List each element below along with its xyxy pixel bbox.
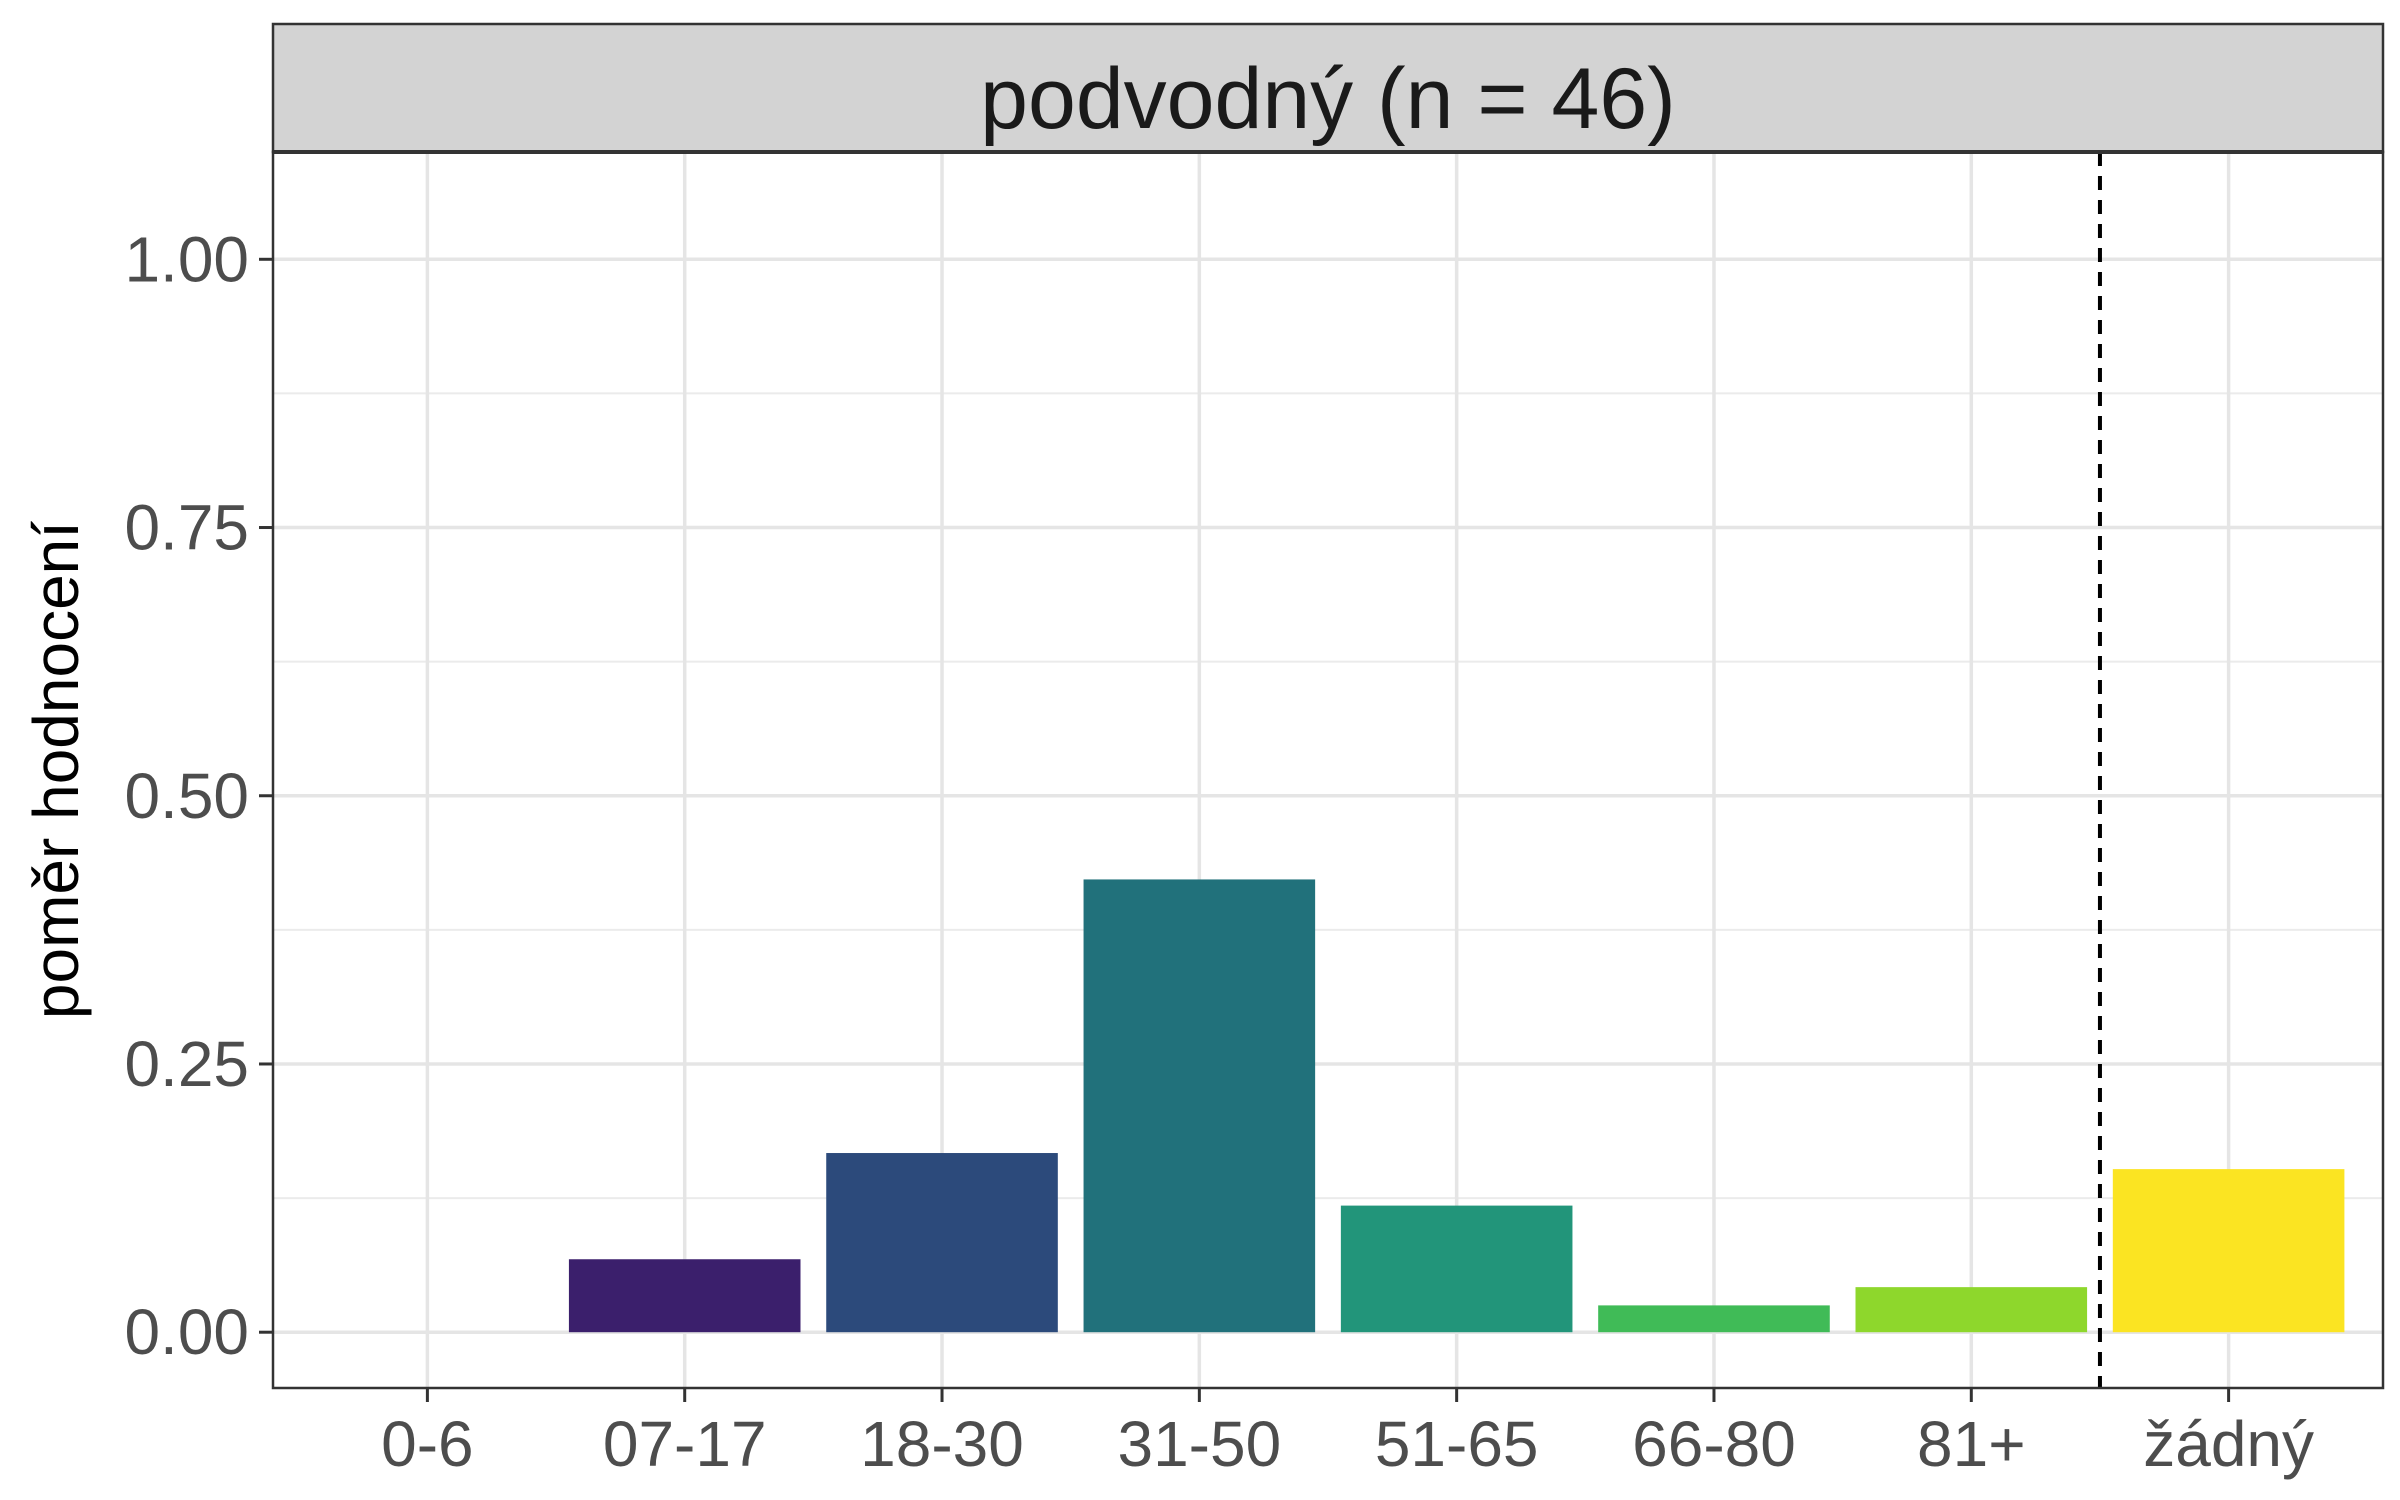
facet-title: podvodný (n = 46): [980, 51, 1676, 147]
x-tick-label: 07-17: [603, 1408, 767, 1480]
grid-lines: [273, 152, 2383, 1388]
bar-18-30: [826, 1153, 1058, 1333]
y-tick-label: 0.75: [124, 492, 249, 564]
bar-žádný: [2112, 1169, 2345, 1333]
bar-66-80: [1598, 1305, 1830, 1333]
x-tick-label: 31-50: [1117, 1408, 1281, 1480]
bar-07-17: [568, 1259, 801, 1333]
bar-81+: [1855, 1287, 2088, 1333]
bars: [568, 879, 2345, 1333]
y-tick-label: 0.50: [124, 760, 249, 832]
y-axis: 0.00 0.25 0.50 0.75 1.00: [124, 223, 273, 1368]
y-tick-label: 1.00: [124, 223, 249, 295]
bar-51-65: [1340, 1205, 1573, 1333]
x-tick-label: 81+: [1917, 1408, 2026, 1480]
y-axis-title: poměr hodnocení: [20, 521, 92, 1019]
x-tick-label: 66-80: [1632, 1408, 1796, 1480]
x-tick-label: žádný: [2143, 1408, 2314, 1480]
x-tick-label: 51-65: [1375, 1408, 1539, 1480]
y-tick-label: 0.25: [124, 1028, 249, 1100]
x-axis: 0-6 07-17 18-30 31-50 51-65 66-80 81+ žádný: [381, 1388, 2314, 1480]
bar-31-50: [1083, 879, 1316, 1333]
y-tick-label: 0.00: [124, 1296, 249, 1368]
x-tick-label: 0-6: [381, 1408, 474, 1480]
plot-panel: [273, 152, 2383, 1388]
facet-strip: [271, 22, 2385, 154]
x-tick-label: 18-30: [860, 1408, 1024, 1480]
